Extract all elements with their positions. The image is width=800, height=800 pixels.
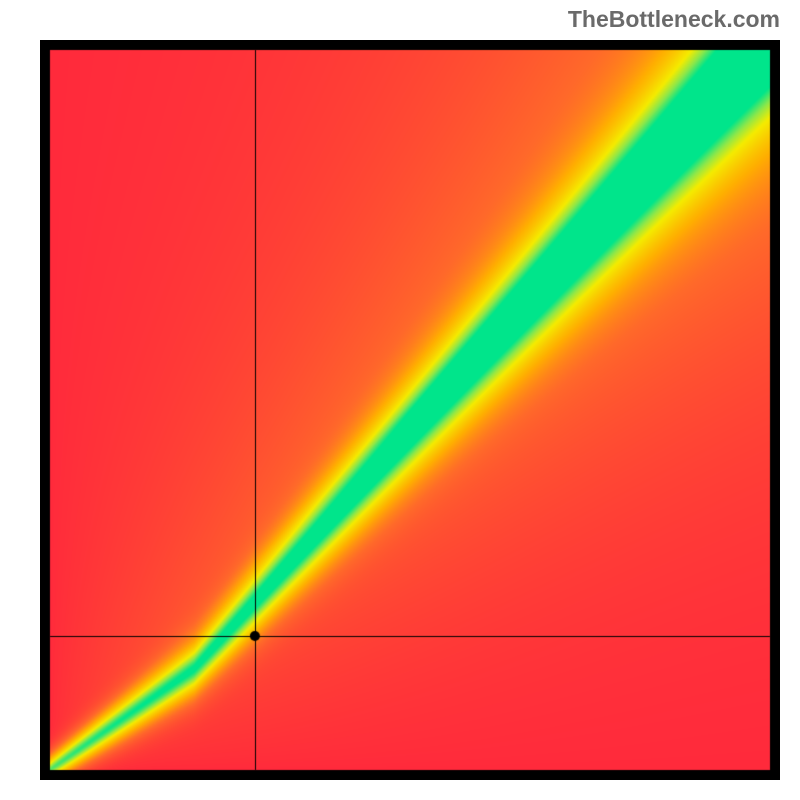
chart-container: TheBottleneck.com (0, 0, 800, 800)
overlay-canvas (40, 40, 780, 780)
watermark-text: TheBottleneck.com (568, 6, 780, 33)
plot-area (40, 40, 780, 780)
